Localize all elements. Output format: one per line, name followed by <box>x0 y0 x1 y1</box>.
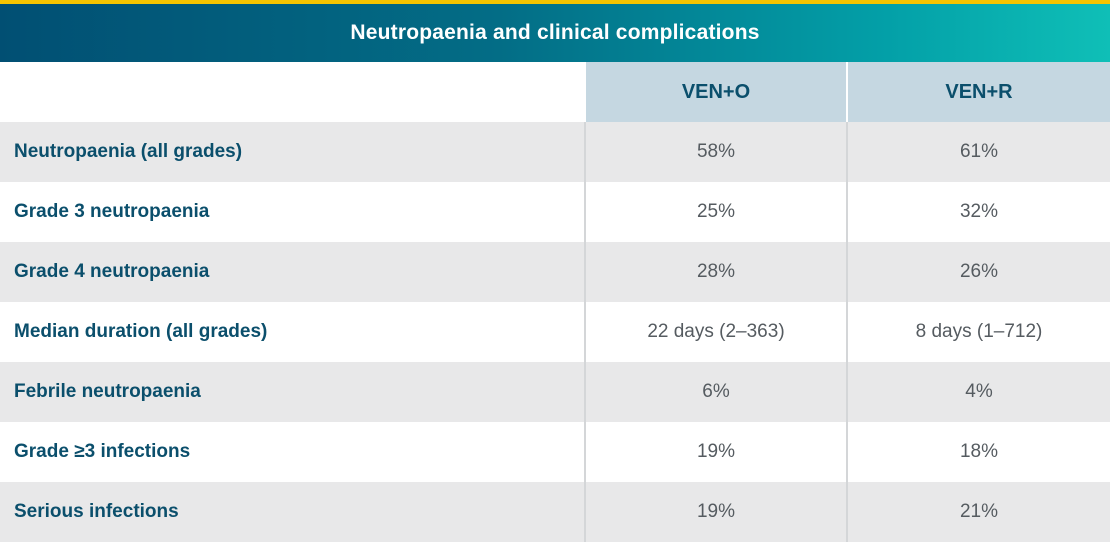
table-row: Median duration (all grades) 22 days (2–… <box>0 302 1110 362</box>
table-row: Grade 3 neutropaenia 25% 32% <box>0 182 1110 242</box>
ven-r-value: 61% <box>846 122 1110 182</box>
ven-r-value: 18% <box>846 422 1110 482</box>
row-label: Grade 4 neutropaenia <box>0 242 585 302</box>
complications-table: VEN+O VEN+R Neutropaenia (all grades) 58… <box>0 62 1110 542</box>
accent-stripe <box>0 0 1110 4</box>
table-row: Grade 4 neutropaenia 28% 26% <box>0 242 1110 302</box>
ven-o-value: 19% <box>584 482 847 542</box>
ven-o-value: 28% <box>584 242 847 302</box>
row-label: Median duration (all grades) <box>0 302 585 362</box>
table-row: Serious infections 19% 21% <box>0 482 1110 542</box>
row-label: Febrile neutropaenia <box>0 362 585 422</box>
row-label: Neutropaenia (all grades) <box>0 122 585 182</box>
ven-r-value: 26% <box>846 242 1110 302</box>
header-blank-cell <box>0 62 585 122</box>
row-label: Grade 3 neutropaenia <box>0 182 585 242</box>
ven-o-value: 22 days (2–363) <box>584 302 847 362</box>
ven-o-value: 19% <box>584 422 847 482</box>
ven-r-value: 4% <box>846 362 1110 422</box>
ven-o-value: 6% <box>584 362 847 422</box>
ven-r-value: 21% <box>846 482 1110 542</box>
title-banner: Neutropaenia and clinical complications <box>0 4 1110 62</box>
table-row: Febrile neutropaenia 6% 4% <box>0 362 1110 422</box>
ven-r-value: 8 days (1–712) <box>846 302 1110 362</box>
column-header-ven-o: VEN+O <box>584 62 847 122</box>
header-row: VEN+O VEN+R <box>0 62 1110 122</box>
table-title: Neutropaenia and clinical complications <box>350 21 760 44</box>
column-header-ven-r: VEN+R <box>846 62 1110 122</box>
row-label: Grade ≥3 infections <box>0 422 585 482</box>
table-row: Neutropaenia (all grades) 58% 61% <box>0 122 1110 182</box>
ven-r-value: 32% <box>846 182 1110 242</box>
row-label: Serious infections <box>0 482 585 542</box>
table-row: Grade ≥3 infections 19% 18% <box>0 422 1110 482</box>
ven-o-value: 58% <box>584 122 847 182</box>
ven-o-value: 25% <box>584 182 847 242</box>
